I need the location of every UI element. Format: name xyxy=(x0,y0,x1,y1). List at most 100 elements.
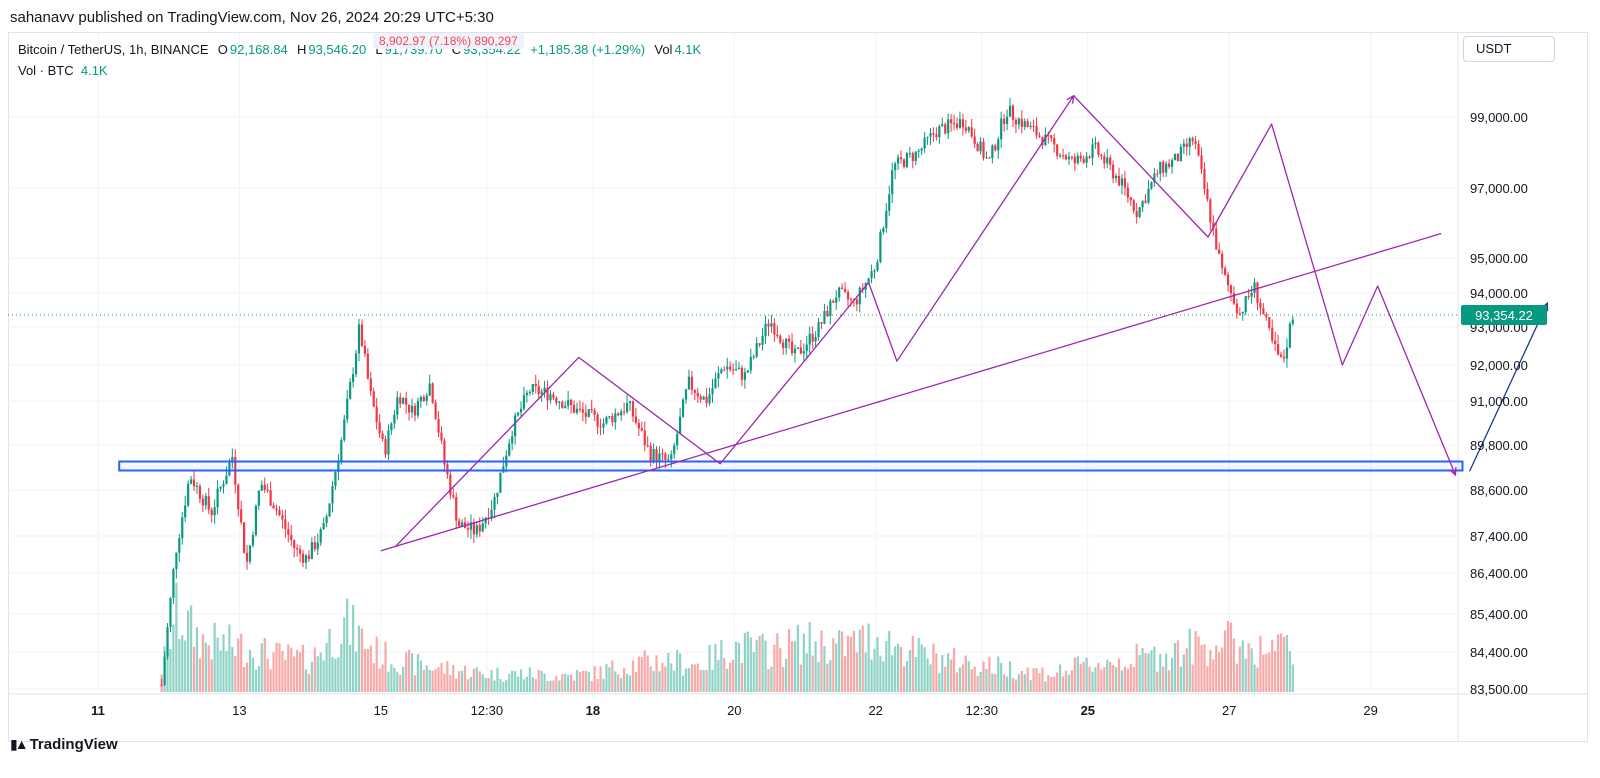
change-value: +1,185.38 (+1.29%) xyxy=(530,42,646,57)
currency-selector[interactable]: USDT xyxy=(1463,36,1555,62)
volume-bar xyxy=(366,648,369,692)
candle-body xyxy=(564,405,567,408)
candle xyxy=(216,480,219,515)
candle xyxy=(375,397,378,430)
candle-body xyxy=(1262,308,1265,315)
candle xyxy=(1244,295,1247,315)
candle-body xyxy=(490,509,493,519)
volume-bar xyxy=(838,630,841,692)
candle xyxy=(269,481,272,507)
candle-body xyxy=(549,394,552,401)
volume-bar xyxy=(1162,666,1165,692)
volume-bar xyxy=(787,629,791,692)
volume-bar xyxy=(817,662,820,692)
candle xyxy=(1226,271,1230,292)
volume-bar xyxy=(322,660,325,692)
candle-body xyxy=(1250,292,1253,297)
candle-body xyxy=(1223,268,1227,275)
candle-body xyxy=(637,422,640,429)
candle-body xyxy=(905,153,909,167)
candle xyxy=(855,296,858,312)
volume-bar xyxy=(319,652,322,692)
candle xyxy=(1023,118,1026,131)
candle xyxy=(422,394,425,403)
volume-bar xyxy=(1017,674,1020,692)
candle-body xyxy=(472,522,475,535)
candle xyxy=(1135,202,1138,224)
candle-body xyxy=(514,415,517,437)
candle xyxy=(1279,351,1283,358)
volume-bar xyxy=(458,671,461,692)
candle-body xyxy=(1226,274,1230,286)
candle xyxy=(257,490,260,510)
candle-body xyxy=(770,323,773,327)
candle-body xyxy=(187,483,190,506)
candle-body xyxy=(826,310,829,317)
candle-body xyxy=(419,396,422,402)
volume-bar xyxy=(852,630,856,692)
candle xyxy=(628,400,632,411)
candle-body xyxy=(979,141,982,152)
candle xyxy=(558,400,561,410)
volume-bar xyxy=(402,666,405,692)
candle xyxy=(758,342,761,348)
candle xyxy=(363,339,366,358)
candle xyxy=(958,111,962,129)
candle xyxy=(961,113,964,136)
candle-body xyxy=(746,370,749,373)
zigzag-pattern-path xyxy=(394,95,1457,548)
last-price-label: 93,354.22 xyxy=(1475,308,1533,323)
candle xyxy=(519,401,523,418)
candle-body xyxy=(988,157,991,159)
x-tick-label: 20 xyxy=(727,703,741,718)
volume-bar xyxy=(952,647,956,692)
candle-body xyxy=(434,402,437,419)
volume-bar xyxy=(304,669,308,692)
candle-body xyxy=(243,522,246,553)
candle-body xyxy=(372,391,375,407)
x-tick-label: 12:30 xyxy=(965,703,998,718)
volume-bar xyxy=(926,658,929,692)
candle xyxy=(1053,133,1056,153)
volume-bar xyxy=(587,671,590,692)
x-tick-label: 27 xyxy=(1222,703,1236,718)
candle-body xyxy=(1197,143,1200,156)
candle xyxy=(1011,104,1015,128)
candle-body xyxy=(1017,118,1020,125)
x-tick-label: 12:30 xyxy=(471,703,504,718)
volume-bar xyxy=(964,655,967,692)
candle-body xyxy=(1274,340,1277,344)
candle-body xyxy=(1212,222,1215,229)
candle-body xyxy=(841,287,844,290)
volume-bar xyxy=(1064,670,1068,692)
volume-bar xyxy=(1132,667,1135,692)
candle xyxy=(911,151,914,169)
candle xyxy=(882,226,885,235)
candle xyxy=(189,476,193,485)
candle xyxy=(387,424,390,460)
volume-bar xyxy=(770,666,773,692)
candle xyxy=(1173,153,1177,161)
volume-bar xyxy=(1047,675,1050,692)
candle xyxy=(407,404,411,421)
candle xyxy=(310,537,313,560)
candle xyxy=(352,367,355,388)
volume-bar xyxy=(534,679,537,692)
candle-body xyxy=(352,374,355,383)
candle-body xyxy=(755,343,758,357)
candle xyxy=(1061,148,1065,160)
volume-bar xyxy=(1197,636,1200,692)
candle xyxy=(1079,152,1082,162)
candle-body xyxy=(973,136,976,144)
candle-body xyxy=(967,127,970,131)
candle xyxy=(684,388,688,405)
candle-body xyxy=(829,300,832,317)
candle-body xyxy=(820,322,823,324)
candle xyxy=(826,305,829,317)
candle xyxy=(888,185,891,217)
candle-body xyxy=(929,133,932,137)
volume-bar xyxy=(1061,676,1065,692)
candle-body xyxy=(198,485,202,499)
volume-bar xyxy=(1088,666,1091,692)
